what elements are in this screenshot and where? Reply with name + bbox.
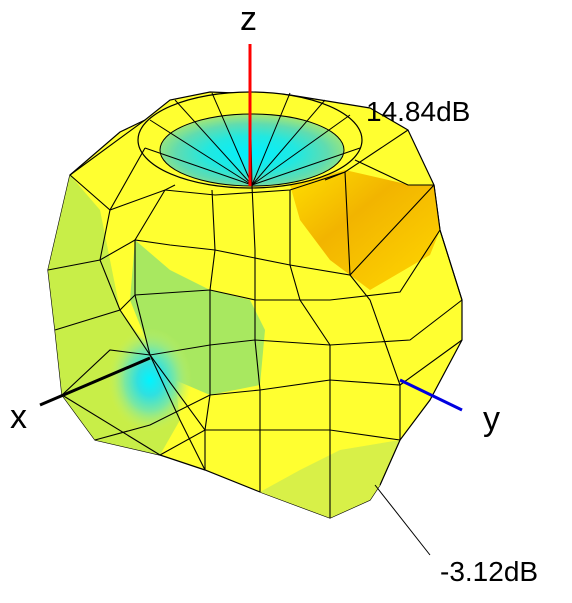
min-pointer-line [374, 484, 431, 556]
body-mesh [47, 119, 463, 518]
y-axis-label: y [483, 400, 500, 438]
min-gain-label: -3.12dB [440, 556, 539, 587]
y-axis [399, 378, 463, 412]
upper-right-high-gain [290, 170, 440, 290]
low-gain-spot [108, 328, 192, 432]
z-axis-label: z [240, 0, 257, 38]
x-axis-label: x [10, 398, 27, 436]
max-gain-label: 14.84dB [366, 96, 471, 127]
x-axis [39, 356, 151, 407]
